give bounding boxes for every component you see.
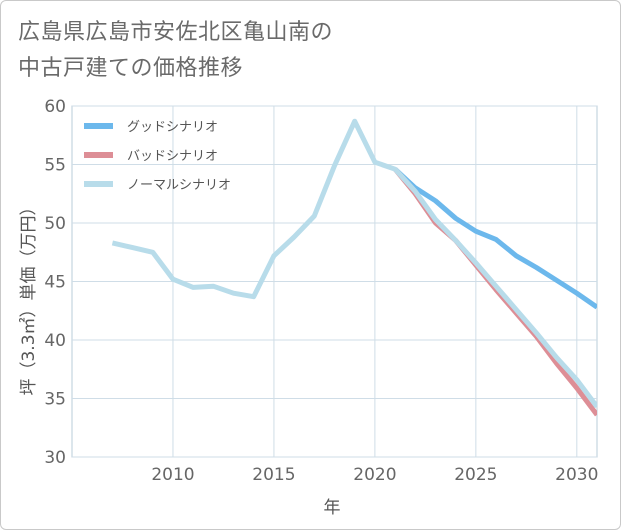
chart-title-line2: 中古戸建ての価格推移 xyxy=(18,56,244,81)
y-tick-label: 50 xyxy=(44,214,66,234)
y-axis-title: 坪（3.3㎡）単価（万円） xyxy=(19,198,39,395)
x-axis-title: 年 xyxy=(324,498,341,518)
y-tick-label: 35 xyxy=(44,390,66,410)
legend-label: バッドシナリオ xyxy=(127,149,218,164)
series-lines xyxy=(111,118,597,417)
y-tick-label: 55 xyxy=(44,156,66,176)
x-tick-label: 2025 xyxy=(454,465,497,485)
chart-title: 広島県広島市安佐北区亀山南の 中古戸建ての価格推移 xyxy=(18,15,578,87)
series-line-3 xyxy=(111,118,597,409)
x-tick-label: 2010 xyxy=(151,465,194,485)
legend-label: ノーマルシナリオ xyxy=(127,178,231,193)
y-tick-label: 45 xyxy=(44,273,66,293)
y-tick-label: 30 xyxy=(44,448,66,468)
y-tick-label: 60 xyxy=(44,97,66,117)
x-tick-label: 2020 xyxy=(353,465,396,485)
chart-title-line1: 広島県広島市安佐北区亀山南の xyxy=(18,20,334,45)
series-line-1 xyxy=(393,167,597,310)
legend-label: グッドシナリオ xyxy=(127,120,218,135)
x-tick-label: 2015 xyxy=(252,465,295,485)
tick-labels: 30 35 40 45 50 55 60 2010 2015 2020 2025 2030 xyxy=(44,97,598,485)
x-tick-label: 2030 xyxy=(555,465,598,485)
y-tick-label: 40 xyxy=(44,331,66,351)
